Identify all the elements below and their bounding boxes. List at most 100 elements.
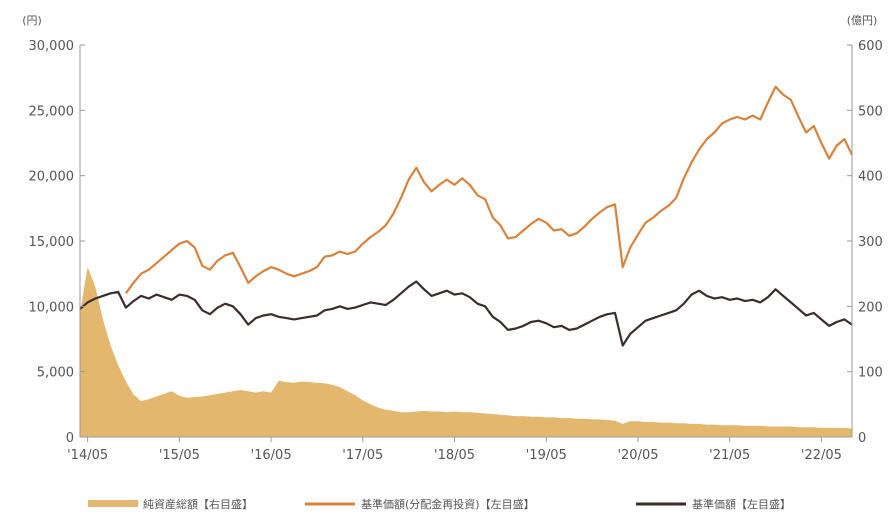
data-point (637, 327, 638, 328)
data-point (186, 295, 187, 296)
data-point (400, 412, 401, 413)
data-point (171, 391, 172, 392)
data-point (202, 265, 203, 266)
data-point (370, 237, 371, 238)
data-point (622, 423, 623, 424)
data-point (171, 250, 172, 251)
right-y-tick-label: 100 (858, 366, 883, 381)
data-point (477, 412, 478, 413)
data-point (699, 423, 700, 424)
data-point (332, 384, 333, 385)
data-point (240, 389, 241, 390)
data-point (683, 423, 684, 424)
data-point (469, 297, 470, 298)
data-point (118, 291, 119, 292)
data-point (385, 409, 386, 410)
data-point (423, 182, 424, 183)
data-point (462, 178, 463, 179)
left-y-tick-label: 15,000 (29, 235, 75, 250)
data-point (232, 252, 233, 253)
data-point (202, 396, 203, 397)
data-point (118, 365, 119, 366)
data-point (836, 427, 837, 428)
data-point (179, 294, 180, 295)
data-point (293, 382, 294, 383)
data-point (133, 282, 134, 283)
data-point (553, 230, 554, 231)
data-point (301, 318, 302, 319)
data-point (477, 195, 478, 196)
data-point (156, 396, 157, 397)
data-point (378, 407, 379, 408)
data-point (722, 425, 723, 426)
data-point (660, 422, 661, 423)
legend-swatch-net-assets (88, 500, 138, 507)
legend-item-net-assets: 純資産総額【右目盛】 (88, 497, 253, 511)
data-point (148, 399, 149, 400)
data-point (836, 321, 837, 322)
data-point (378, 303, 379, 304)
data-point (561, 325, 562, 326)
chart-legend: 純資産総額【右目盛】 基準価額(分配金再投資)【左目盛】 基準価額【左目盛】 (88, 497, 791, 511)
data-point (347, 254, 348, 255)
left-y-tick-label: 30,000 (29, 39, 75, 54)
data-point (217, 393, 218, 394)
data-point (156, 294, 157, 295)
data-point (538, 320, 539, 321)
data-point (546, 323, 547, 324)
data-point (347, 308, 348, 309)
data-point (416, 167, 417, 168)
data-point (278, 269, 279, 270)
data-point (599, 316, 600, 317)
series-line-nav (79, 280, 853, 347)
data-point (592, 218, 593, 219)
data-point (821, 142, 822, 143)
right-axis-unit: (億円) (847, 14, 878, 27)
data-point (339, 387, 340, 388)
data-point (668, 205, 669, 206)
data-point (714, 298, 715, 299)
data-point (844, 427, 845, 428)
data-point (102, 295, 103, 296)
data-point (362, 304, 363, 305)
data-point (607, 419, 608, 420)
data-point (523, 230, 524, 231)
data-point (156, 263, 157, 264)
data-point (286, 273, 287, 274)
data-point (798, 116, 799, 117)
data-point (783, 426, 784, 427)
data-point (760, 302, 761, 303)
x-tick-label: '22/05 (801, 448, 842, 463)
series-layer (79, 85, 853, 437)
data-point (293, 319, 294, 320)
data-point (324, 256, 325, 257)
data-point (179, 243, 180, 244)
data-point (699, 149, 700, 150)
data-point (423, 289, 424, 290)
data-point (255, 318, 256, 319)
data-point (454, 184, 455, 185)
data-point (645, 222, 646, 223)
data-point (515, 416, 516, 417)
data-point (232, 391, 233, 392)
data-point (569, 329, 570, 330)
data-point (423, 410, 424, 411)
data-point (232, 306, 233, 307)
legend-label-nav: 基準価額【左目盛】 (692, 497, 791, 511)
data-point (752, 425, 753, 426)
data-point (607, 206, 608, 207)
data-point (829, 427, 830, 428)
data-point (278, 380, 279, 381)
data-point (829, 158, 830, 159)
data-point (744, 301, 745, 302)
data-point (691, 423, 692, 424)
data-point (576, 328, 577, 329)
data-point (194, 247, 195, 248)
data-point (217, 307, 218, 308)
data-point (446, 179, 447, 180)
right-y-tick-label: 400 (858, 170, 883, 185)
data-point (592, 320, 593, 321)
data-point (462, 293, 463, 294)
data-point (271, 267, 272, 268)
